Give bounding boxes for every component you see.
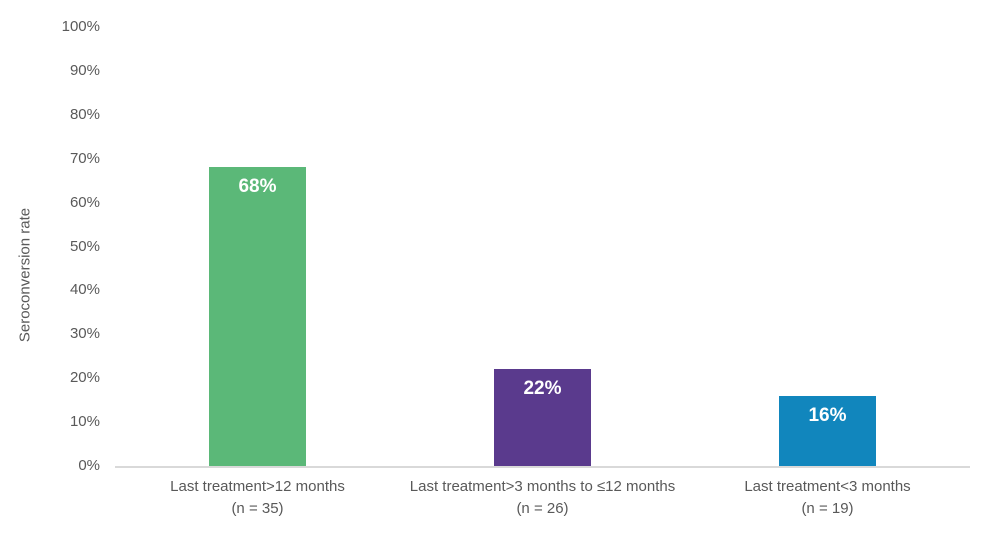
y-tick-label: 0% <box>78 457 100 474</box>
category-label-line1: Last treatment<3 months <box>744 478 911 495</box>
y-tick-label: 20% <box>69 369 100 387</box>
y-tick-label: 50% <box>69 237 100 255</box>
category-label-line1: Last treatment>12 months <box>170 478 345 495</box>
category-label: Last treatment>12 months (n = 35) <box>98 476 418 520</box>
x-axis-line <box>115 466 970 468</box>
y-tick-label: 100% <box>61 18 100 35</box>
category-label-n: (n = 35) <box>231 500 284 517</box>
y-tick-label: 30% <box>69 325 100 343</box>
category-label: Last treatment<3 months (n = 19) <box>668 476 988 520</box>
y-tick-label: 80% <box>69 105 100 123</box>
y-axis-title: Seroconversion rate <box>16 207 34 343</box>
y-tick-label: 90% <box>69 61 100 79</box>
bar-value-label: 22% <box>523 378 562 400</box>
category-label-line1: Last treatment>3 months to ≤12 months <box>409 478 676 495</box>
category-label-n: (n = 26) <box>516 500 569 517</box>
y-tick-label: 10% <box>69 413 100 431</box>
bar: 68% <box>209 167 306 466</box>
category-label: Last treatment>3 months to ≤12 months (n … <box>383 476 703 520</box>
bar-value-label: 68% <box>238 176 277 198</box>
bar: 22% <box>494 369 591 466</box>
y-tick-label: 60% <box>69 193 100 211</box>
y-tick-label: 70% <box>69 149 100 167</box>
y-tick-label: 40% <box>69 281 100 299</box>
category-label-n: (n = 19) <box>801 500 854 517</box>
bar-value-label: 16% <box>808 404 847 426</box>
bar: 16% <box>779 395 876 466</box>
